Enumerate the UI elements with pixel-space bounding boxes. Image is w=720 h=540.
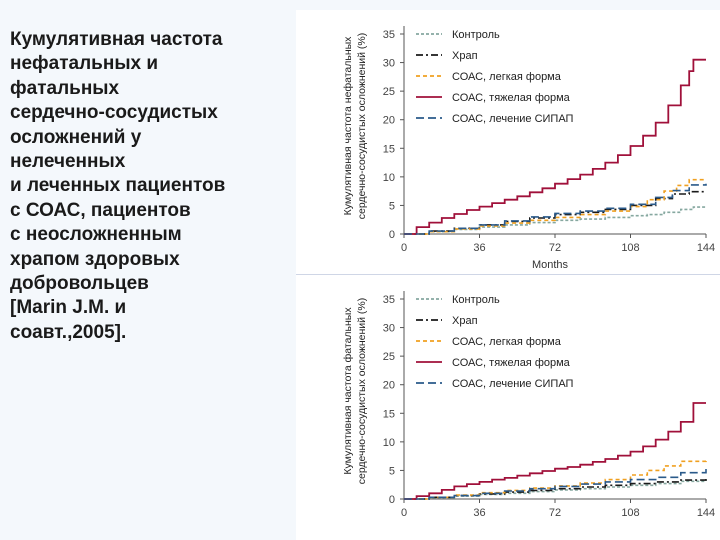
chart-nonfatal-panel: 0 5 10 15 20 25 30 35 0 36 72 108 144 Months Кумулятив… bbox=[296, 10, 720, 275]
caption-line: нефатальных и bbox=[10, 53, 159, 75]
y-tick-label: 25 bbox=[383, 86, 395, 98]
caption-line: с СОАС, пациентов bbox=[10, 199, 191, 221]
x-tick-label: 0 bbox=[401, 242, 407, 254]
y-tick-label: 15 bbox=[383, 143, 395, 155]
legend-label: Контроль bbox=[452, 29, 500, 41]
y-tick-label: 35 bbox=[383, 294, 395, 306]
y-tick-label: 35 bbox=[383, 29, 395, 41]
series-line-severe bbox=[404, 58, 706, 235]
y-tick-label: 5 bbox=[389, 465, 395, 477]
series-line-mild bbox=[404, 178, 706, 235]
chart-fatal: 0 5 10 15 20 25 30 35 0 36 72 108 144 Кумулятивная ча… bbox=[342, 291, 715, 519]
x-tick-label: 144 bbox=[697, 242, 715, 254]
y-axis-label-line2: сердечно-сосудистых осложнений (%) bbox=[356, 33, 368, 220]
x-tick-label: 72 bbox=[549, 507, 561, 519]
y-axis-label-line2: сердечно-сосудистых осложнений (%) bbox=[356, 298, 368, 485]
y-axis-label-line1: Кумулятивная частота фатальных bbox=[342, 307, 354, 475]
legend-label: Храп bbox=[452, 50, 478, 62]
caption-line: сердечно-сосудистых bbox=[10, 102, 218, 124]
caption-line: добровольцев bbox=[10, 273, 149, 295]
x-tick-label: 36 bbox=[473, 507, 485, 519]
legend-label: Контроль bbox=[452, 294, 500, 306]
y-tick-label: 10 bbox=[383, 437, 395, 449]
caption-line: осложнений у bbox=[10, 126, 142, 148]
y-tick-label: 10 bbox=[383, 172, 395, 184]
x-tick-label: 72 bbox=[549, 242, 561, 254]
chart-nonfatal: 0 5 10 15 20 25 30 35 0 36 72 108 144 Months Кумулятив… bbox=[342, 26, 715, 271]
y-tick-label: 25 bbox=[383, 351, 395, 363]
caption-line: с неосложненным bbox=[10, 224, 182, 246]
y-tick-label: 0 bbox=[389, 229, 395, 241]
series-line-cpap bbox=[404, 468, 707, 500]
y-tick-label: 20 bbox=[383, 380, 395, 392]
y-tick-label: 0 bbox=[389, 494, 395, 506]
y-tick-label: 20 bbox=[383, 115, 395, 127]
legend-label: СОАС, легкая форма bbox=[452, 336, 562, 348]
x-tick-label: 36 bbox=[473, 242, 485, 254]
y-tick-label: 15 bbox=[383, 408, 395, 420]
y-tick-label: 30 bbox=[383, 323, 395, 335]
x-tick-label: 108 bbox=[621, 242, 639, 254]
y-tick-label: 5 bbox=[389, 200, 395, 212]
legend-label: СОАС, тяжелая форма bbox=[452, 357, 571, 369]
x-tick-label: 0 bbox=[401, 507, 407, 519]
legend-label: СОАС, легкая форма bbox=[452, 71, 562, 83]
slide-caption: Кумулятивная частота нефатальных и фатальн… bbox=[10, 28, 296, 345]
x-tick-label: 144 bbox=[697, 507, 715, 519]
y-tick-label: 30 bbox=[383, 58, 395, 70]
legend-label: СОАС, лечение СИПАП bbox=[452, 113, 574, 125]
caption-line: соавт.,2005]. bbox=[10, 321, 127, 343]
series-line-severe bbox=[404, 402, 706, 500]
caption-line: нелеченных bbox=[10, 151, 126, 173]
legend-label: Храп bbox=[452, 315, 478, 327]
legend-label: СОАС, тяжелая форма bbox=[452, 92, 571, 104]
series-line-cpap bbox=[404, 183, 707, 235]
caption-line: [Marin J.M. и bbox=[10, 297, 127, 319]
chart-fatal-panel: 0 5 10 15 20 25 30 35 0 36 72 108 144 Кумулятивная ча… bbox=[296, 275, 720, 540]
caption-line: фатальных bbox=[10, 77, 120, 99]
caption-line: храпом здоровых bbox=[10, 248, 180, 270]
caption-line: Кумулятивная частота bbox=[10, 29, 223, 50]
series-line-mild bbox=[404, 460, 707, 500]
x-tick-label: 108 bbox=[621, 507, 639, 519]
x-axis-label: Months bbox=[532, 259, 569, 271]
y-axis-label-line1: Кумулятивная частота нефатальных bbox=[342, 36, 354, 216]
caption-line: и леченных пациентов bbox=[10, 175, 226, 197]
legend-label: СОАС, лечение СИПАП bbox=[452, 378, 574, 390]
